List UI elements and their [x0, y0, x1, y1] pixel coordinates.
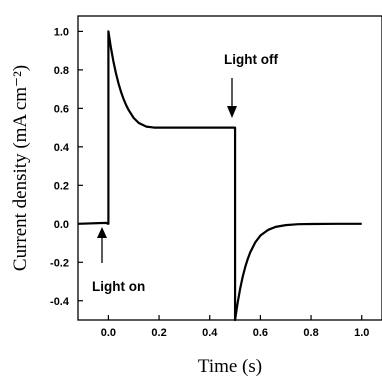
y-axis-title: Current density (mA cm⁻²): [10, 65, 31, 271]
annotation-light-off: Light off: [224, 52, 278, 118]
y-tick-label: -0.4: [50, 296, 70, 308]
annotation-light-on-label: Light on: [92, 279, 145, 294]
arrow-light-off-head: [227, 106, 237, 118]
current-density-line: [77, 30, 362, 322]
y-tick-label: -0.2: [50, 257, 69, 269]
x-tick-label: 0.2: [151, 327, 166, 339]
arrow-light-on-head: [97, 227, 107, 238]
x-tick-label: 0.0: [101, 327, 116, 339]
plot-frame: [77, 15, 382, 321]
x-tick-label: 0.6: [253, 327, 268, 339]
y-tick-label: 0.2: [54, 180, 69, 192]
y-tick-label: 0.6: [54, 103, 69, 115]
y-tick-label: 1.0: [54, 26, 69, 38]
x-axis-ticks: 0.0 0.2 0.4 0.6 0.8 1.0: [101, 315, 369, 339]
y-tick-label: 0.4: [54, 142, 70, 154]
y-tick-label: 0.8: [54, 65, 69, 77]
x-tick-label: 0.8: [303, 327, 318, 339]
x-tick-label: 0.4: [202, 327, 218, 339]
annotation-light-off-label: Light off: [224, 52, 278, 67]
x-tick-label: 1.0: [354, 327, 369, 339]
annotation-light-on: Light on: [92, 227, 145, 294]
y-tick-label: 0.0: [54, 219, 69, 231]
x-axis-title: Time (s): [198, 356, 262, 377]
